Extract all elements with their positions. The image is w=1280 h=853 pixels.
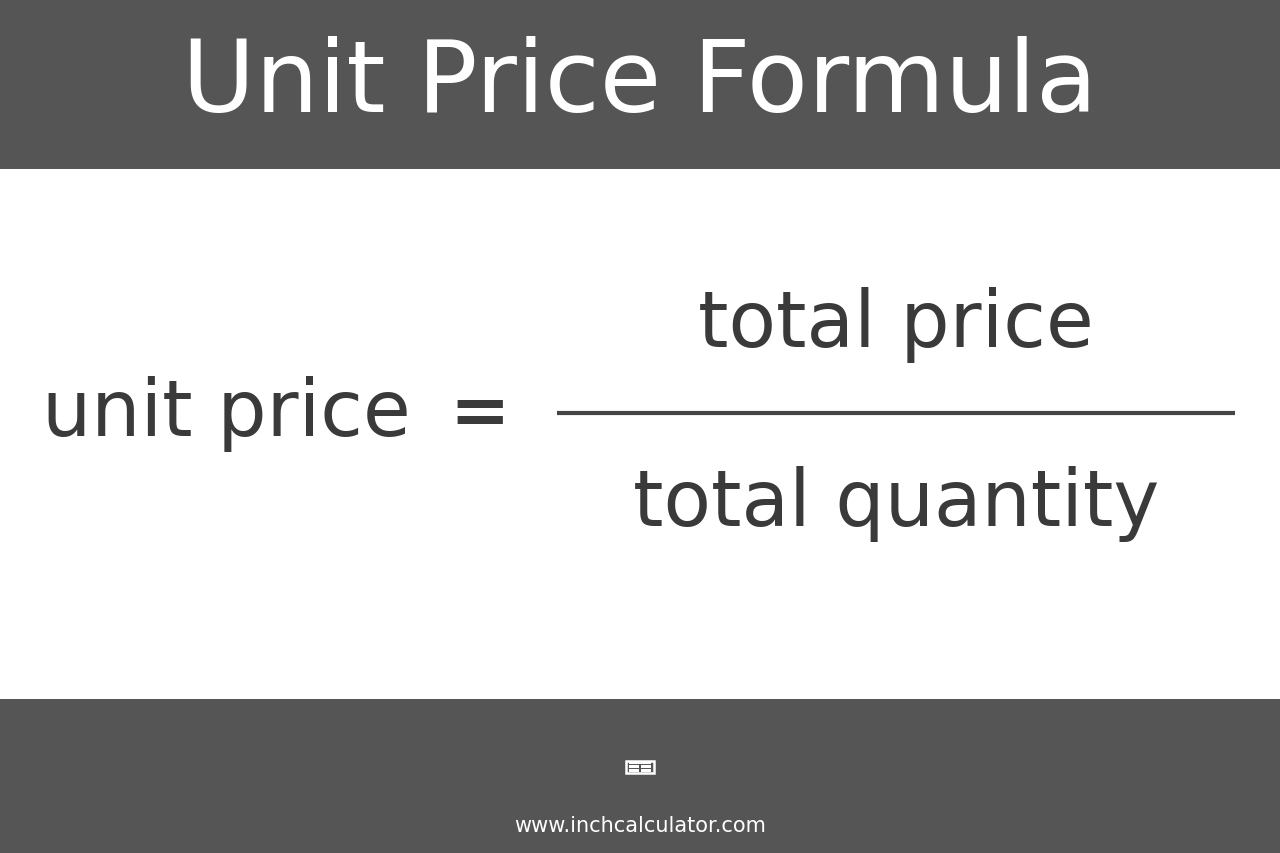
Text: total price: total price xyxy=(698,287,1094,362)
Bar xyxy=(0,0,1280,170)
Text: unit price: unit price xyxy=(42,376,411,451)
Bar xyxy=(0,699,1280,853)
Bar xyxy=(626,761,654,774)
Text: total quantity: total quantity xyxy=(632,466,1160,541)
Bar xyxy=(641,765,650,768)
Text: www.inchcalculator.com: www.inchcalculator.com xyxy=(515,815,765,835)
Bar xyxy=(630,762,650,764)
Bar xyxy=(630,765,639,768)
Text: =: = xyxy=(449,380,511,448)
Bar xyxy=(641,769,650,773)
Bar xyxy=(630,769,639,773)
Text: Unit Price Formula: Unit Price Formula xyxy=(182,37,1098,133)
